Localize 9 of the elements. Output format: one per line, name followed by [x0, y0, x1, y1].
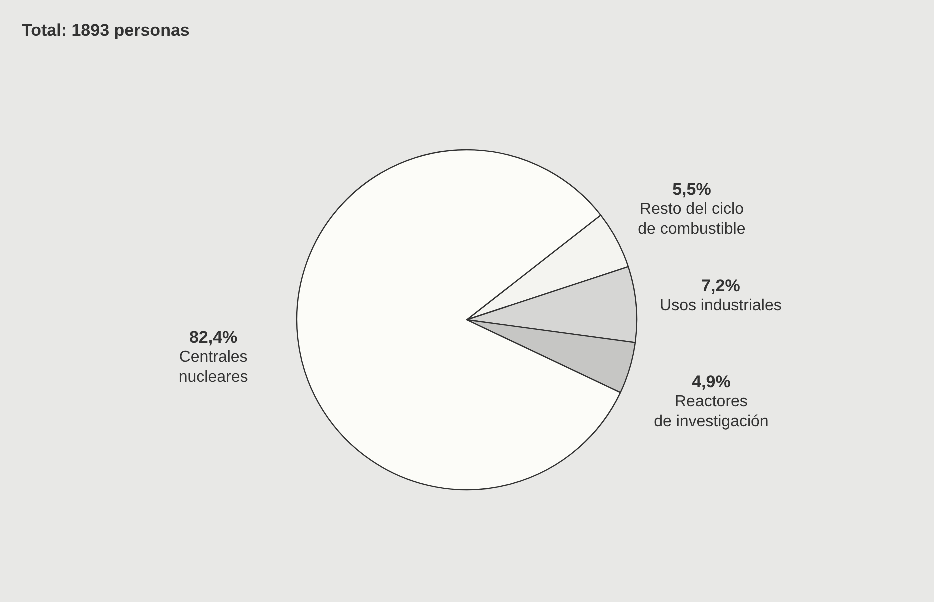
data-label: 4,9%	[692, 372, 731, 392]
slice-label: Reactores de investigación	[654, 394, 769, 431]
slice-label: Centrales nucleares	[178, 349, 248, 386]
slice-label: Resto del ciclo de combustible	[638, 200, 746, 238]
slice-label: Usos industriales	[660, 298, 782, 315]
data-label: 82,4%	[189, 328, 238, 348]
chart-title: Total: 1893 personas	[22, 21, 190, 40]
data-label: 7,2%	[702, 276, 740, 296]
data-label: 5,5%	[672, 180, 712, 199]
